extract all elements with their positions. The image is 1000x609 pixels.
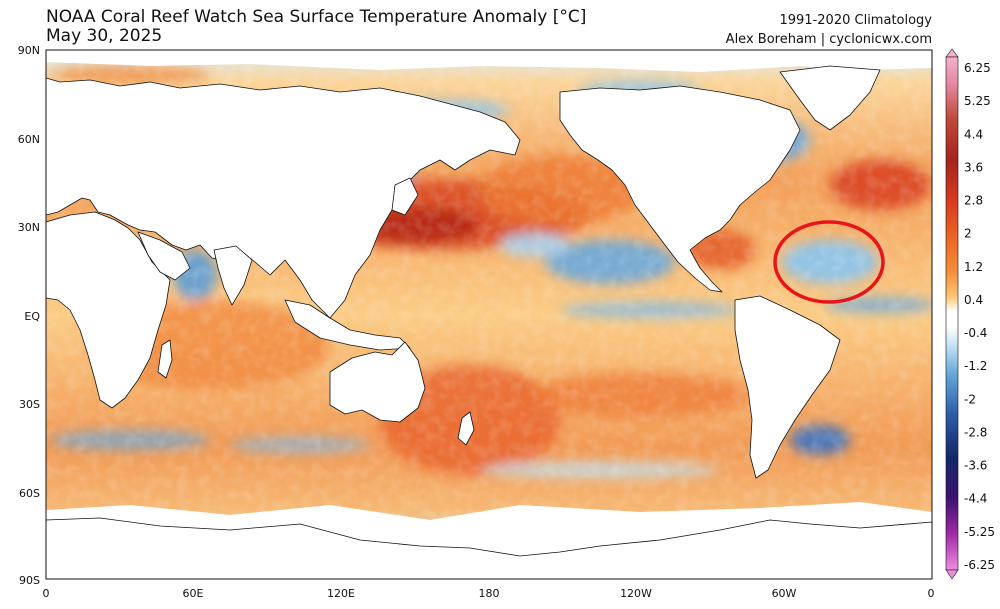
climatology-label: 1991-2020 Climatology <box>779 13 932 28</box>
highlight-ellipse <box>773 220 885 304</box>
map-frame <box>45 49 933 580</box>
credits-block: 1991-2020 Climatology Alex Boreham | cyc… <box>726 11 932 49</box>
greenland-land <box>779 65 881 131</box>
arabia-land <box>137 231 191 281</box>
lat-label-eq: EQ <box>24 310 40 323</box>
colorbar-label: -6.25 <box>964 558 995 572</box>
japan-land <box>391 177 419 216</box>
north-america-land <box>559 85 801 293</box>
india-land <box>213 245 253 306</box>
colorbar-label: 3.6 <box>964 160 983 174</box>
colorbar-label: 2 <box>964 227 972 241</box>
colorbar-label: 1.2 <box>964 260 983 274</box>
lat-label-90n: 90N <box>18 44 40 57</box>
colorbar-label: -4.4 <box>964 492 987 506</box>
lon-label-60e: 60E <box>183 587 204 600</box>
map-date: May 30, 2025 <box>46 26 163 46</box>
colorbar-label: 6.25 <box>964 61 991 75</box>
lat-label-60s: 60S <box>19 487 40 500</box>
colorbar-label: -2 <box>964 392 976 406</box>
map-title: NOAA Coral Reef Watch Sea Surface Temper… <box>46 7 587 27</box>
antarctica-land <box>45 517 933 580</box>
colorbar-top-arrow <box>945 48 959 58</box>
colorbar-label: -3.6 <box>964 459 987 473</box>
madagascar-land <box>157 339 173 379</box>
lat-label-60n: 60N <box>18 133 40 146</box>
longitude-axis: 0 60E 120E 180 120W 60W 0 <box>43 587 935 600</box>
lon-label-60w: 60W <box>772 587 797 600</box>
lon-label-0-west: 0 <box>43 587 50 600</box>
lat-label-90s: 90S <box>19 574 40 587</box>
south-america-land <box>734 295 841 479</box>
continents <box>45 65 933 580</box>
latitude-axis: 90N 60N 30N EQ 30S 60S 90S <box>18 44 41 587</box>
colorbar <box>945 48 959 580</box>
lon-label-120e: 120E <box>327 587 355 600</box>
colorbar-label: 0.4 <box>964 293 983 307</box>
colorbar-label: 4.4 <box>964 127 983 141</box>
colorbar-label: 5.25 <box>964 94 991 108</box>
colorbar-label: -5.25 <box>964 525 995 539</box>
lat-label-30s: 30S <box>19 398 40 411</box>
colorbar-labels: 6.25 5.25 4.4 3.6 2.8 2 1.2 0.4 -0.4 -1.2 -2 -2.8 -3… <box>964 61 995 572</box>
lat-label-30n: 30N <box>18 221 40 234</box>
author-credit: Alex Boreham | cyclonicwx.com <box>725 32 932 47</box>
colorbar-bottom-arrow <box>945 569 959 580</box>
lon-label-180: 180 <box>479 587 500 600</box>
lon-label-120w: 120W <box>620 587 652 600</box>
eurasia-land <box>45 77 521 319</box>
colorbar-label: -0.4 <box>964 326 987 340</box>
colorbar-label: -1.2 <box>964 359 987 373</box>
lon-label-0-east: 0 <box>928 587 935 600</box>
colorbar-label: 2.8 <box>964 194 983 208</box>
colorbar-label: -2.8 <box>964 425 987 439</box>
africa-land <box>45 211 171 409</box>
australia-land <box>329 341 426 423</box>
map-title-block: NOAA Coral Reef Watch Sea Surface Temper… <box>46 8 586 46</box>
colorbar-scale <box>945 56 959 571</box>
arctic-ice <box>46 50 932 72</box>
new-zealand-land <box>457 411 475 446</box>
